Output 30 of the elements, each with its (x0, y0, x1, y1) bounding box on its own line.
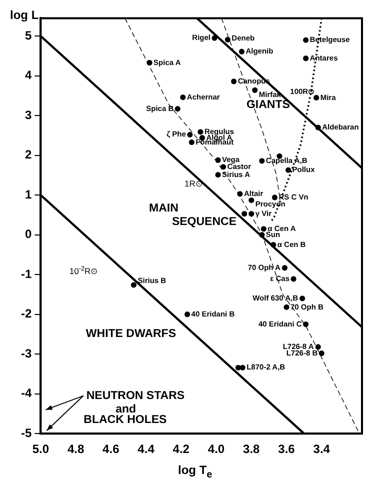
y-tick-label: -2 (21, 306, 32, 321)
x-tick-label: 4.8 (67, 442, 84, 456)
x-tick-label: 3.4 (313, 442, 330, 456)
x-tick-label: 3.6 (278, 442, 296, 456)
annotation: WHITE DWARFS (86, 328, 176, 340)
annotation: GIANTS (246, 99, 290, 112)
y-tick-label: -5 (21, 426, 32, 440)
y-tick-label: 3 (24, 108, 32, 122)
y-tick-label: -3 (21, 346, 32, 360)
annotation: SEQUENCE (172, 216, 237, 228)
x-tick-label: 4.4 (138, 442, 155, 456)
x-tick-label: 5.0 (32, 442, 50, 456)
y-tick-label: 0 (24, 227, 32, 242)
annotation: MAIN (149, 202, 178, 215)
x-tick-label: 4.0 (208, 442, 225, 456)
x-axis-title: log T$_{e}$ (178, 462, 212, 480)
y-tick-label: 4 (24, 68, 32, 82)
annotation: NEUTRON STARS (86, 390, 185, 402)
y-tick-label: -1 (21, 266, 32, 281)
y-tick-label: 1 (24, 187, 32, 202)
y-axis-title: log L (10, 8, 39, 22)
y-tick-label: 2 (24, 148, 32, 162)
y-tick-label: 5 (24, 28, 32, 42)
x-tick-label: 3.8 (243, 442, 260, 456)
y-tick-label: -4 (21, 386, 32, 400)
annotation: and (116, 404, 136, 416)
x-tick-label: 4.2 (172, 442, 190, 456)
annotation: BLACK HOLES (84, 414, 168, 426)
annotation: 1R⊙ (184, 178, 204, 189)
x-tick-label: 4.6 (102, 442, 120, 456)
